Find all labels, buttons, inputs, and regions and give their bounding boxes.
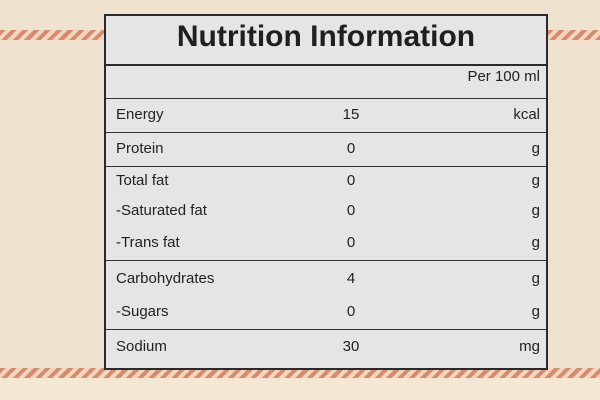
nutrient-name: -Sugars bbox=[116, 303, 169, 320]
stripe bbox=[0, 30, 104, 40]
nutrient-unit: kcal bbox=[513, 106, 540, 123]
nutrient-value: 0 bbox=[346, 172, 356, 189]
nutrient-value: 0 bbox=[346, 303, 356, 320]
stripe bbox=[0, 368, 600, 378]
nutrient-row: Sodium 30 mg bbox=[106, 332, 546, 362]
rule bbox=[106, 166, 546, 167]
nutrient-row: Protein 0 g bbox=[106, 134, 546, 164]
nutrient-unit: g bbox=[531, 172, 540, 189]
nutrient-value: 4 bbox=[346, 270, 356, 287]
nutrient-name: Sodium bbox=[116, 338, 167, 355]
nutrient-row: Energy 15 kcal bbox=[106, 100, 546, 130]
nutrient-unit: g bbox=[531, 234, 540, 251]
title: Nutrition Information bbox=[176, 20, 476, 53]
rule bbox=[106, 260, 546, 261]
per-header: Per 100 ml bbox=[467, 68, 540, 85]
rule bbox=[106, 329, 546, 330]
nutrient-value: 0 bbox=[346, 140, 356, 157]
nutrient-unit: mg bbox=[519, 338, 540, 355]
rule bbox=[106, 64, 546, 66]
nutrient-unit: g bbox=[531, 270, 540, 287]
nutrient-name: Total fat bbox=[116, 172, 169, 189]
nutrient-row: Carbohydrates 4 g bbox=[106, 264, 546, 294]
nutrient-value: 0 bbox=[346, 202, 356, 219]
nutrient-row: -Sugars 0 g bbox=[106, 297, 546, 327]
nutrient-value: 30 bbox=[342, 338, 360, 355]
nutrient-unit: g bbox=[531, 303, 540, 320]
nutrient-name: Carbohydrates bbox=[116, 270, 215, 287]
label-background bbox=[0, 378, 600, 400]
nutrient-value: 0 bbox=[346, 234, 356, 251]
stripe bbox=[548, 30, 600, 40]
nutrient-name: -Trans fat bbox=[116, 234, 180, 251]
rule bbox=[106, 98, 546, 99]
nutrient-name: Energy bbox=[116, 106, 164, 123]
rule bbox=[106, 132, 546, 133]
nutrient-name: -Saturated fat bbox=[116, 202, 207, 219]
header-row: Per 100 ml bbox=[106, 60, 546, 90]
nutrient-row: -Saturated fat 0 g bbox=[106, 196, 546, 226]
nutrient-row: -Trans fat 0 g bbox=[106, 228, 546, 258]
nutrient-unit: g bbox=[531, 140, 540, 157]
nutrient-row: Total fat 0 g bbox=[106, 166, 546, 196]
nutrient-name: Protein bbox=[116, 140, 164, 157]
nutrient-value: 15 bbox=[342, 106, 360, 123]
nutrient-unit: g bbox=[531, 202, 540, 219]
nutrition-panel: Nutrition Information Per 100 ml Energy 1… bbox=[104, 14, 548, 370]
